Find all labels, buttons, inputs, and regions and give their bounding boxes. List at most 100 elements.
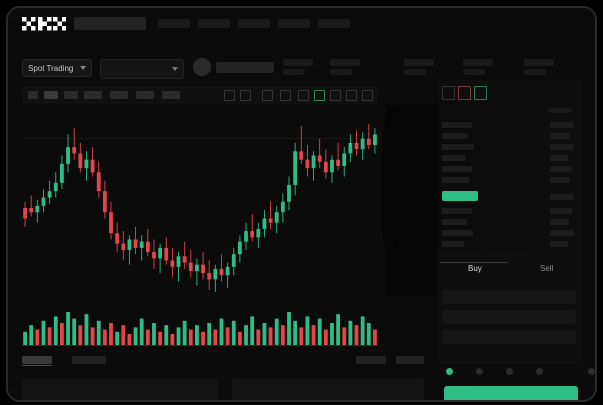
redo-icon[interactable] (240, 90, 251, 101)
order-book-spread-price (442, 191, 478, 201)
alert-icon[interactable] (136, 91, 154, 99)
bid-row[interactable] (442, 219, 467, 225)
bottom-tab-1[interactable] (22, 356, 52, 364)
chart-toolbar[interactable] (22, 86, 378, 104)
coin-avatar (193, 58, 211, 76)
bottom-panel-right (232, 378, 424, 400)
bid-row[interactable] (442, 241, 464, 247)
pair-price-label (216, 62, 274, 73)
price-chart[interactable] (22, 108, 378, 308)
indicator-icon[interactable] (64, 91, 78, 99)
market-mode-label: Spot Trading (28, 64, 74, 73)
crosshair-icon[interactable] (262, 90, 273, 101)
dot-1[interactable] (446, 368, 453, 375)
stat-4-value (463, 69, 485, 75)
stat-5 (524, 59, 554, 66)
stat-1 (283, 59, 313, 66)
chevron-down-icon (80, 66, 86, 70)
ask-row[interactable] (442, 133, 468, 139)
chevron-down-icon (172, 67, 178, 71)
stat-1-value (283, 69, 305, 75)
stat-5-value (524, 69, 546, 75)
bottom-tab-underline (22, 365, 52, 366)
magnet-icon[interactable] (330, 90, 341, 101)
stat-4 (463, 59, 493, 66)
search-input[interactable] (74, 17, 146, 30)
ask-size (550, 155, 568, 161)
stat-3-value (404, 69, 426, 75)
nav-item-4[interactable] (278, 19, 310, 28)
pagination-dots[interactable] (438, 368, 595, 378)
bottom-tab-3[interactable] (356, 356, 386, 364)
ask-size (550, 144, 574, 150)
dot-2[interactable] (476, 368, 483, 375)
stat-2 (330, 59, 360, 66)
trade-tabs[interactable]: Buy Sell (438, 260, 581, 282)
top-navigation-bar (8, 8, 595, 40)
compare-icon[interactable] (84, 91, 102, 99)
ask-row[interactable] (442, 166, 472, 172)
total-input[interactable] (442, 330, 576, 344)
ask-row[interactable] (442, 177, 469, 183)
bid-row[interactable] (442, 208, 472, 214)
settings-icon[interactable] (110, 91, 128, 99)
ask-row[interactable] (442, 155, 466, 161)
bid-size (550, 208, 572, 214)
bottom-tabs[interactable] (22, 353, 424, 369)
chart-gridline (22, 138, 378, 139)
ask-row[interactable] (442, 122, 472, 128)
volume-chart (22, 308, 378, 353)
ask-row[interactable] (442, 144, 474, 150)
tab-sell[interactable]: Sell (540, 264, 554, 273)
stat-2-value (330, 69, 352, 75)
delete-icon[interactable] (362, 90, 373, 101)
app-screen: Spot Trading (8, 8, 595, 400)
amount-input[interactable] (442, 310, 576, 324)
fullscreen-icon[interactable] (162, 91, 180, 99)
ask-size (550, 166, 572, 172)
bid-size (550, 219, 569, 225)
both-depth-icon[interactable] (442, 86, 455, 100)
eye-icon[interactable] (346, 90, 357, 101)
bid-size (550, 230, 574, 236)
trading-pair-select[interactable] (100, 59, 184, 79)
candle-type-icon[interactable] (44, 91, 58, 99)
active-tab-underline (440, 262, 508, 263)
brush-icon[interactable] (314, 90, 325, 101)
chart-shadow-blob (382, 108, 402, 248)
volume-series (22, 312, 378, 346)
dot-3[interactable] (506, 368, 513, 375)
stat-3 (404, 59, 434, 66)
order-book-header-price (548, 108, 572, 113)
bottom-tab-4[interactable] (396, 356, 424, 364)
submit-order-button[interactable] (444, 386, 578, 400)
okx-logo-icon[interactable] (22, 17, 67, 31)
bid-size (550, 194, 574, 200)
bid-size (550, 241, 568, 247)
asks-only-icon[interactable] (458, 86, 471, 100)
trendline-icon[interactable] (280, 90, 291, 101)
bids-only-icon[interactable] (474, 86, 487, 100)
dot-4[interactable] (536, 368, 543, 375)
dot-5[interactable] (588, 368, 595, 375)
order-book-view-tabs[interactable] (442, 86, 502, 100)
nav-item-3[interactable] (238, 19, 270, 28)
fib-icon[interactable] (298, 90, 309, 101)
interval-icon[interactable] (28, 91, 38, 99)
candlestick-series (23, 124, 377, 292)
tab-buy[interactable]: Buy (468, 264, 482, 273)
nav-item-5[interactable] (318, 19, 350, 28)
device-bezel: Spot Trading (6, 6, 597, 402)
bottom-panel-left (22, 378, 218, 400)
nav-item-2[interactable] (198, 19, 230, 28)
price-input[interactable] (442, 290, 576, 304)
nav-item-1[interactable] (158, 19, 190, 28)
ask-size (550, 133, 570, 139)
ask-size (550, 177, 570, 183)
bid-row[interactable] (442, 230, 473, 236)
undo-icon[interactable] (224, 90, 235, 101)
ask-size (550, 122, 574, 128)
bottom-tab-2[interactable] (72, 356, 106, 364)
market-mode-select[interactable]: Spot Trading (22, 59, 92, 77)
